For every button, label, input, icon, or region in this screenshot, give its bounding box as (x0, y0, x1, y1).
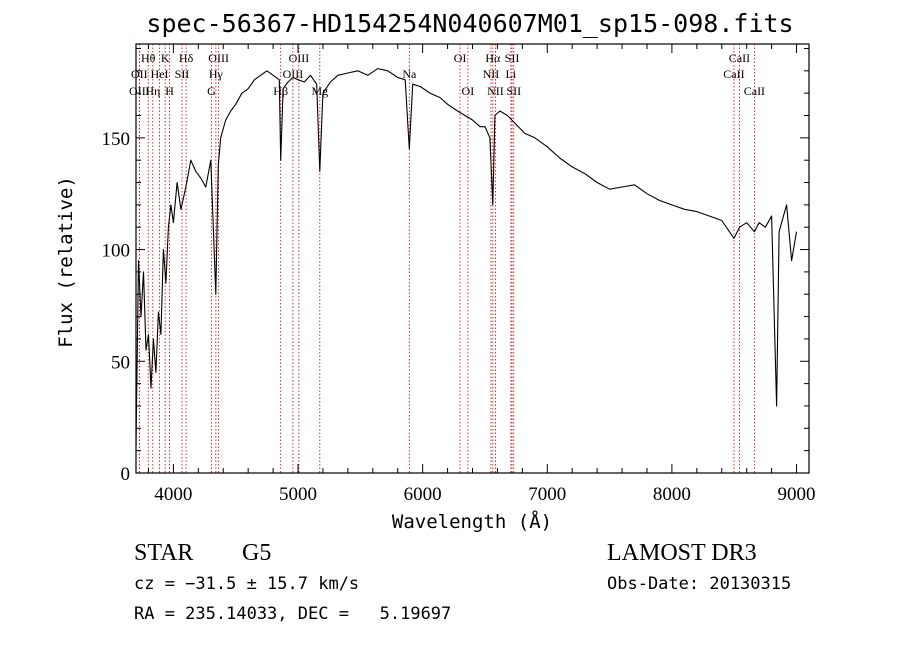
observation-date: Obs-Date: 20130315 (607, 574, 792, 594)
redshift-cz: cz = −31.5 ± 15.7 km/s (134, 574, 360, 594)
line-marker-label: HeI (151, 67, 169, 81)
line-marker-label: OII (131, 67, 148, 81)
x-tick-label: 7000 (528, 484, 566, 505)
line-marker-label: Hη (145, 84, 160, 98)
survey-name: LAMOST DR3 (607, 540, 757, 566)
line-marker-label: NII (483, 67, 500, 81)
x-tick-label: 6000 (404, 484, 442, 505)
y-tick-label: 50 (111, 352, 130, 373)
y-tick-label: 150 (102, 129, 131, 150)
line-marker-label: Hβ (273, 84, 288, 98)
line-marker-label: G (207, 84, 216, 98)
coordinates: RA = 235.14033, DEC = 5.19697 (134, 604, 452, 624)
x-tick-label: 8000 (653, 484, 691, 505)
line-marker-label: K (161, 51, 170, 65)
line-marker-label: CaII (744, 84, 765, 98)
line-marker-label: OIII (289, 51, 310, 65)
line-marker-label: H (165, 84, 174, 98)
line-marker-label: Hδ (179, 51, 194, 65)
line-marker-label: OIII (129, 84, 150, 98)
plot-frame (135, 43, 810, 474)
line-marker-label: CaII (729, 51, 750, 65)
line-marker-label: OI (454, 51, 467, 65)
x-tick-label: 9000 (778, 484, 816, 505)
line-marker-label: SII (505, 51, 520, 65)
line-markers (138, 44, 755, 473)
line-marker-label: Hγ (209, 67, 224, 81)
chart-title: spec-56367-HD154254N040607M01_sp15-098.f… (146, 9, 793, 38)
line-marker-label: Na (402, 67, 417, 81)
object-subclass: G5 (242, 540, 272, 566)
line-marker-label: Hθ (141, 51, 156, 65)
x-tick-label: 4000 (154, 484, 192, 505)
x-axis-label: Wavelength (Å) (392, 510, 552, 533)
y-axis-ticks: 0 50 100 150 (102, 47, 809, 485)
x-axis-ticks: 4000 5000 6000 7000 8000 9000 (147, 44, 816, 505)
spectrum-series (135, 68, 798, 447)
line-marker-label: OI (462, 84, 475, 98)
line-marker-label: Mg (311, 84, 328, 98)
x-tick-label: 5000 (279, 484, 317, 505)
object-class: STAR (134, 540, 194, 566)
line-marker-label: SII (506, 84, 521, 98)
y-tick-label: 0 (121, 464, 131, 485)
spectrum-line (135, 68, 798, 447)
line-marker-label: CaII (723, 67, 744, 81)
y-axis-label: Flux (relative) (55, 176, 77, 348)
line-marker-label: Hα (485, 51, 501, 65)
line-marker-label: OIII (283, 67, 304, 81)
line-marker-label: Li (506, 67, 517, 81)
line-marker-label: SII (175, 67, 190, 81)
y-tick-label: 100 (102, 241, 131, 262)
line-marker-label: OIII (208, 51, 229, 65)
line-marker-label: NII (487, 84, 504, 98)
